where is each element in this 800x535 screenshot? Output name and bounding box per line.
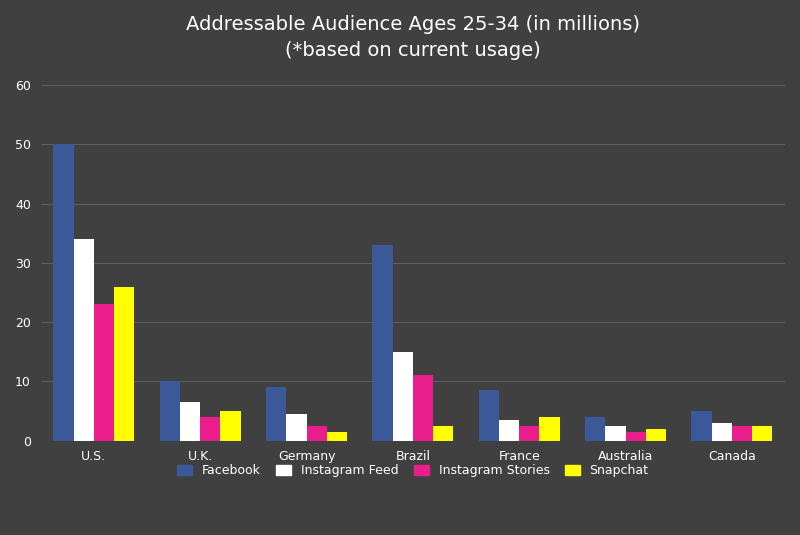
Bar xyxy=(373,245,393,441)
Bar xyxy=(478,390,499,441)
Bar xyxy=(180,402,200,441)
Bar xyxy=(519,426,539,441)
Title: Addressable Audience Ages 25-34 (in millions)
(*based on current usage): Addressable Audience Ages 25-34 (in mill… xyxy=(186,15,640,60)
Bar xyxy=(286,414,306,441)
Bar xyxy=(732,426,752,441)
Bar xyxy=(326,432,347,441)
Bar xyxy=(306,426,326,441)
Bar xyxy=(539,417,559,441)
Legend: Facebook, Instagram Feed, Instagram Stories, Snapchat: Facebook, Instagram Feed, Instagram Stor… xyxy=(172,459,654,482)
Bar xyxy=(114,287,134,441)
Bar xyxy=(160,381,180,441)
Bar xyxy=(499,420,519,441)
Bar xyxy=(646,429,666,441)
Bar xyxy=(221,411,241,441)
Bar xyxy=(712,423,732,441)
Bar xyxy=(200,417,221,441)
Bar xyxy=(413,376,433,441)
Bar xyxy=(266,387,286,441)
Bar xyxy=(393,351,413,441)
Bar xyxy=(74,239,94,441)
Bar xyxy=(606,426,626,441)
Bar xyxy=(433,426,454,441)
Bar xyxy=(691,411,712,441)
Bar xyxy=(94,304,114,441)
Bar xyxy=(626,432,646,441)
Bar xyxy=(752,426,772,441)
Bar xyxy=(54,144,74,441)
Bar xyxy=(585,417,606,441)
